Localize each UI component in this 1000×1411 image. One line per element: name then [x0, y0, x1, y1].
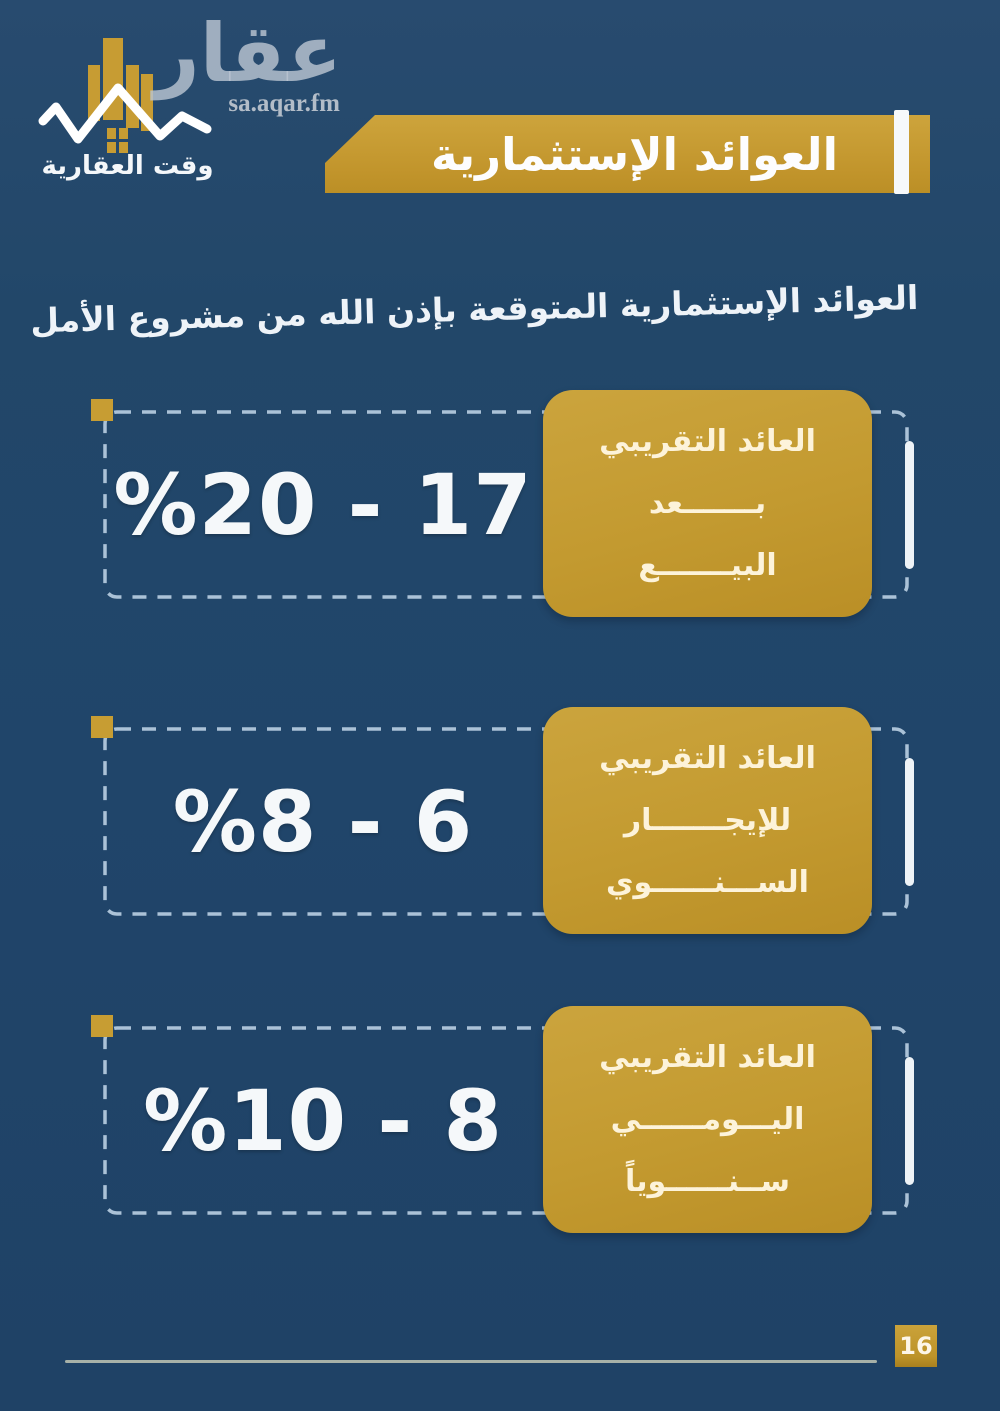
return-value: %8 - 6	[172, 772, 474, 871]
return-label-line: العائد التقريبي	[599, 423, 816, 459]
corner-marker	[91, 716, 113, 738]
return-label-line: للإيجـــــــار	[623, 802, 792, 838]
return-label-line: العائد التقريبي	[599, 740, 816, 776]
return-label-line: العائد التقريبي	[599, 1039, 816, 1075]
footer-divider	[65, 1360, 877, 1363]
return-label-card: العائد التقريبي بـــــــعد البيـــــــع	[543, 390, 872, 617]
corner-marker	[91, 1015, 113, 1037]
return-value: %10 - 8	[143, 1071, 503, 1170]
row-accent-bar	[905, 1057, 914, 1185]
return-value: %20 - 17	[113, 455, 533, 554]
return-label-line: بـــــــعد	[648, 485, 767, 521]
row-accent-bar	[905, 758, 914, 886]
return-label-line: ســنــــــوياً	[624, 1163, 791, 1199]
header-banner: العوائد الإستثمارية	[325, 115, 930, 193]
banner-accent-bar	[894, 110, 909, 194]
page-number: 16	[899, 1332, 933, 1360]
return-row-annual-rent: %8 - 6 العائد التقريبي للإيجـــــــار ال…	[91, 707, 914, 934]
corner-marker	[91, 399, 113, 421]
page-number-badge: 16	[895, 1325, 937, 1367]
return-label-card: العائد التقريبي اليـــومــــــي ســنــــ…	[543, 1006, 872, 1233]
return-label-line: الســـنــــــوي	[606, 864, 809, 900]
buildings-roofline-icon	[38, 38, 212, 153]
company-logo: وقت العقارية	[35, 25, 260, 210]
row-accent-bar	[905, 441, 914, 569]
company-name: وقت العقارية	[41, 151, 214, 181]
return-label-card: العائد التقريبي للإيجـــــــار الســـنــ…	[543, 707, 872, 934]
watermark-title: عقار	[153, 7, 342, 100]
page-title: العوائد الإستثمارية	[431, 127, 838, 181]
return-label-line: البيـــــــع	[638, 547, 777, 583]
return-label-line: اليـــومــــــي	[610, 1101, 805, 1137]
return-row-daily: %10 - 8 العائد التقريبي اليـــومــــــي …	[91, 1006, 914, 1233]
return-row-after-sale: %20 - 17 العائد التقريبي بـــــــعد البي…	[91, 390, 914, 617]
page-subtitle: العوائد الإستثمارية المتوقعة بإذن الله م…	[29, 278, 919, 341]
watermark-domain: sa.aqar.fm	[228, 90, 340, 117]
